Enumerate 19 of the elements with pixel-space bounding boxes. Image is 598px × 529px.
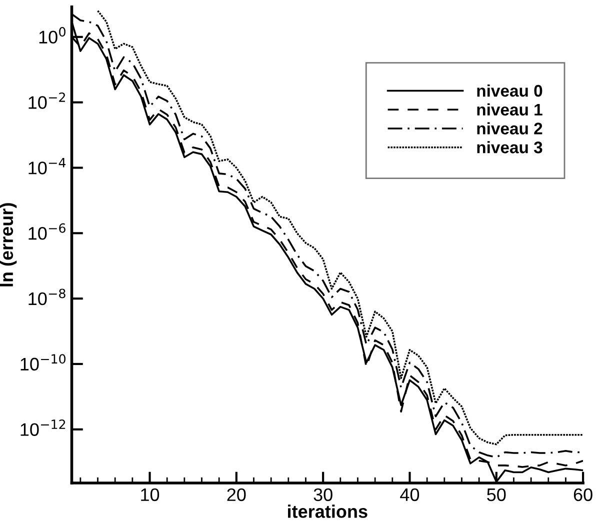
x-tick-label: 10: [141, 488, 160, 502]
y-tick-label: 10$^{−6}$: [28, 223, 66, 240]
y-tick-label: 10$^{−8}$: [28, 288, 66, 306]
y-tick-label: 10$^{−10}$: [20, 354, 66, 371]
y-tick-label: 10$^{0}$: [39, 27, 66, 44]
x-tick-label: 20: [227, 488, 246, 502]
x-axis-title: iterations: [288, 504, 368, 518]
legend-label: niveau 3: [477, 141, 542, 154]
legend-label: niveau 2: [477, 122, 542, 134]
y-tick-label: 10$^{−2}$: [28, 92, 65, 109]
y-axis-title: ln (erreur): [0, 203, 17, 286]
legend-label: niveau 0: [477, 84, 542, 97]
x-tick-label: 60: [574, 488, 592, 502]
legend-label: niveau 1: [477, 103, 542, 116]
x-tick-label: 40: [400, 488, 420, 502]
y-tick-label: 10$^{−4}$: [28, 158, 66, 174]
y-tick-label: 10$^{−12}$: [20, 420, 66, 436]
x-tick-label: 30: [314, 488, 332, 502]
x-tick-label: 50: [487, 488, 506, 502]
